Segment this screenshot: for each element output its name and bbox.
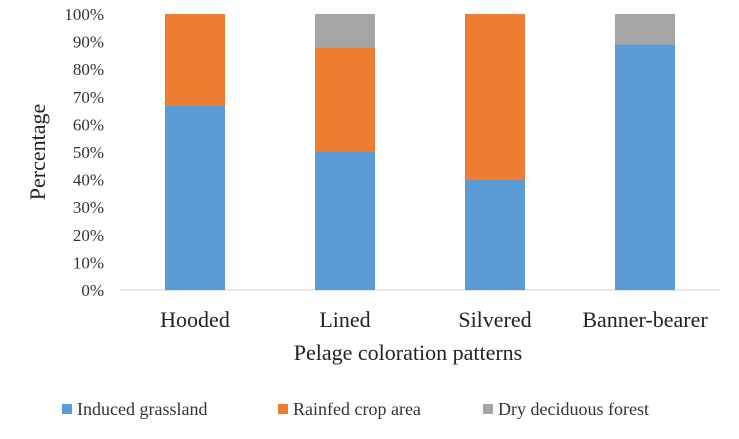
x-axis-tick-labels: Hooded Lined Silvered Banner-bearer: [160, 307, 708, 332]
y-tick-label: 0%: [81, 281, 104, 300]
x-axis-title: Pelage coloration patterns: [294, 340, 522, 365]
legend-swatch: [278, 404, 288, 414]
y-tick-label: 80%: [73, 60, 104, 79]
y-tick-label: 60%: [73, 115, 104, 134]
x-tick-label: Hooded: [160, 307, 230, 332]
y-tick-label: 20%: [73, 226, 104, 245]
legend: Induced grassland Rainfed crop area Dry de…: [62, 399, 649, 419]
bar-segment: [315, 14, 375, 48]
bar-segment: [465, 14, 525, 180]
legend-swatch: [483, 404, 493, 414]
bar-segment: [165, 14, 225, 106]
bar-segment: [615, 14, 675, 45]
bar-segment: [615, 44, 675, 290]
y-tick-label: 40%: [73, 171, 104, 190]
y-tick-label: 10%: [73, 253, 104, 272]
bar-segment: [315, 47, 375, 153]
y-axis-ticks: 0% 10% 20% 30% 40% 50% 60% 70% 80% 90% 100%: [64, 5, 104, 300]
y-tick-label: 100%: [64, 5, 104, 24]
legend-label: Induced grassland: [77, 399, 207, 419]
bar-segment: [465, 179, 525, 290]
y-tick-label: 50%: [73, 143, 104, 162]
legend-label: Dry deciduous forest: [498, 399, 649, 419]
bar-segment: [165, 105, 225, 290]
x-tick-label: Banner-bearer: [582, 307, 708, 332]
y-tick-label: 30%: [73, 198, 104, 217]
x-tick-label: Lined: [319, 307, 370, 332]
y-tick-label: 90%: [73, 33, 104, 52]
legend-swatch: [62, 404, 72, 414]
legend-label: Rainfed crop area: [293, 399, 421, 419]
y-axis-title: Percentage: [25, 104, 50, 201]
bars: [165, 14, 675, 290]
x-tick-label: Silvered: [458, 307, 531, 332]
bar-segment: [315, 152, 375, 290]
y-tick-label: 70%: [73, 88, 104, 107]
